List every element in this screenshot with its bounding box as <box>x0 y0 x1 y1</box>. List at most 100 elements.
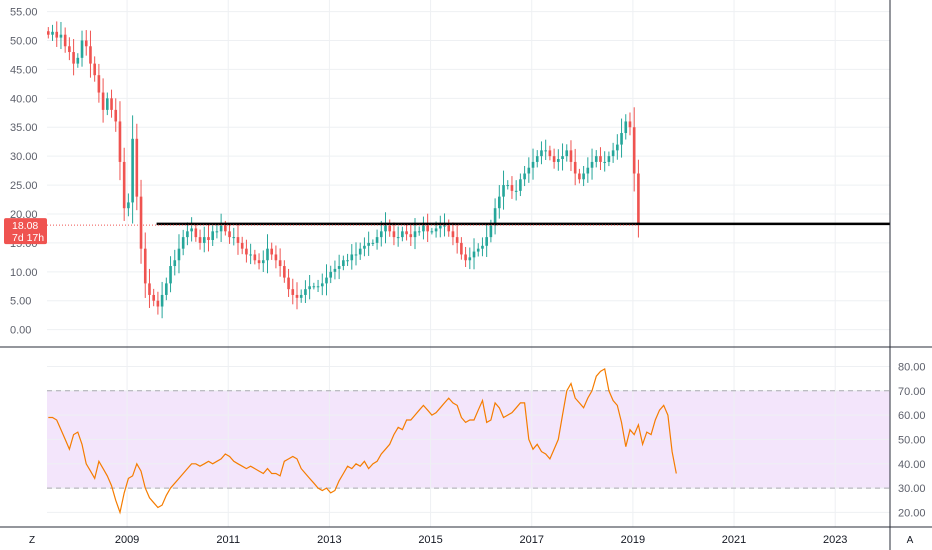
candle[interactable] <box>417 226 421 236</box>
candle[interactable] <box>455 225 459 254</box>
candle-body[interactable] <box>131 138 134 203</box>
candle-body[interactable] <box>472 251 476 258</box>
candle[interactable] <box>47 27 50 39</box>
price-candles[interactable] <box>47 21 640 319</box>
candle[interactable] <box>594 150 598 168</box>
candle[interactable] <box>253 249 257 265</box>
candle[interactable] <box>304 280 307 304</box>
candle-body[interactable] <box>438 225 442 229</box>
candle-body[interactable] <box>611 150 615 157</box>
candle[interactable] <box>527 157 531 183</box>
candle-body[interactable] <box>363 245 366 249</box>
candle[interactable] <box>472 238 476 270</box>
candle[interactable] <box>552 148 556 169</box>
candle[interactable] <box>384 212 387 244</box>
candle-body[interactable] <box>422 225 425 232</box>
candle-body[interactable] <box>561 156 564 160</box>
candle[interactable] <box>557 149 560 171</box>
candle-body[interactable] <box>232 237 236 239</box>
candle-body[interactable] <box>240 242 244 249</box>
candle[interactable] <box>561 143 564 171</box>
candle[interactable] <box>586 157 590 183</box>
candle[interactable] <box>194 223 198 242</box>
candle-body[interactable] <box>156 300 160 307</box>
candle-body[interactable] <box>506 185 510 187</box>
candle[interactable] <box>565 144 569 162</box>
candle-body[interactable] <box>211 231 214 241</box>
candle[interactable] <box>165 277 168 301</box>
candle-body[interactable] <box>236 237 240 243</box>
candle[interactable] <box>599 147 602 171</box>
candle[interactable] <box>510 176 514 199</box>
candle-body[interactable] <box>464 254 467 261</box>
candle[interactable] <box>106 92 109 116</box>
candle-body[interactable] <box>177 248 181 261</box>
candle-body[interactable] <box>47 31 50 35</box>
candle[interactable] <box>93 56 96 82</box>
candle-body[interactable] <box>329 271 333 278</box>
candle[interactable] <box>169 256 172 293</box>
candle[interactable] <box>426 213 429 243</box>
candle[interactable] <box>590 148 594 180</box>
candle-body[interactable] <box>135 138 139 197</box>
candle-body[interactable] <box>552 156 556 162</box>
candle-body[interactable] <box>498 196 501 209</box>
candle-body[interactable] <box>346 260 349 262</box>
candle[interactable] <box>624 114 628 140</box>
candle[interactable] <box>632 107 636 192</box>
candle-body[interactable] <box>388 225 392 232</box>
candle-body[interactable] <box>287 277 290 290</box>
candle[interactable] <box>405 224 408 241</box>
candle[interactable] <box>148 268 151 308</box>
candle[interactable] <box>55 21 59 47</box>
candle[interactable] <box>131 115 134 224</box>
time-axis[interactable]: 2009 2011 2013 2015 2017 2019 2021 2023 <box>115 534 848 546</box>
candle[interactable] <box>367 231 370 256</box>
candle-body[interactable] <box>202 237 206 243</box>
candle-body[interactable] <box>451 231 455 238</box>
candle[interactable] <box>333 260 337 280</box>
candle[interactable] <box>540 141 543 165</box>
candle-body[interactable] <box>122 161 126 209</box>
candle-body[interactable] <box>603 161 606 163</box>
candle-body[interactable] <box>215 231 219 233</box>
candle-body[interactable] <box>316 286 320 288</box>
candle-body[interactable] <box>101 92 105 110</box>
candle-body[interactable] <box>89 46 92 64</box>
candle-body[interactable] <box>228 231 231 238</box>
candle-body[interactable] <box>207 237 210 241</box>
candle[interactable] <box>270 242 274 260</box>
candle-body[interactable] <box>148 283 151 295</box>
candle-body[interactable] <box>375 237 379 243</box>
candle[interactable] <box>316 279 320 293</box>
candle-body[interactable] <box>443 225 446 227</box>
candle[interactable] <box>620 118 623 158</box>
candle-body[interactable] <box>544 150 547 152</box>
candle-body[interactable] <box>481 245 484 249</box>
candle[interactable] <box>173 249 177 276</box>
candle[interactable] <box>257 253 261 270</box>
candle[interactable] <box>329 265 333 284</box>
candle-body[interactable] <box>68 46 71 53</box>
candle-body[interactable] <box>358 248 362 255</box>
candle[interactable] <box>611 142 615 163</box>
candle[interactable] <box>422 216 425 240</box>
candle-body[interactable] <box>624 121 628 134</box>
candle[interactable] <box>388 219 392 237</box>
candle-body[interactable] <box>76 57 80 64</box>
candle[interactable] <box>346 253 349 266</box>
candle[interactable] <box>72 39 75 76</box>
candle[interactable] <box>371 239 375 247</box>
candle[interactable] <box>603 151 606 172</box>
candle[interactable] <box>143 232 147 298</box>
candle-body[interactable] <box>97 75 101 93</box>
candle-body[interactable] <box>582 173 585 180</box>
candle[interactable] <box>573 148 577 186</box>
candle[interactable] <box>628 112 632 136</box>
candle-body[interactable] <box>261 260 265 264</box>
candle-body[interactable] <box>460 242 463 255</box>
candle[interactable] <box>447 219 451 237</box>
candle-body[interactable] <box>63 34 67 47</box>
candle-body[interactable] <box>278 260 282 267</box>
candle-body[interactable] <box>468 257 472 261</box>
